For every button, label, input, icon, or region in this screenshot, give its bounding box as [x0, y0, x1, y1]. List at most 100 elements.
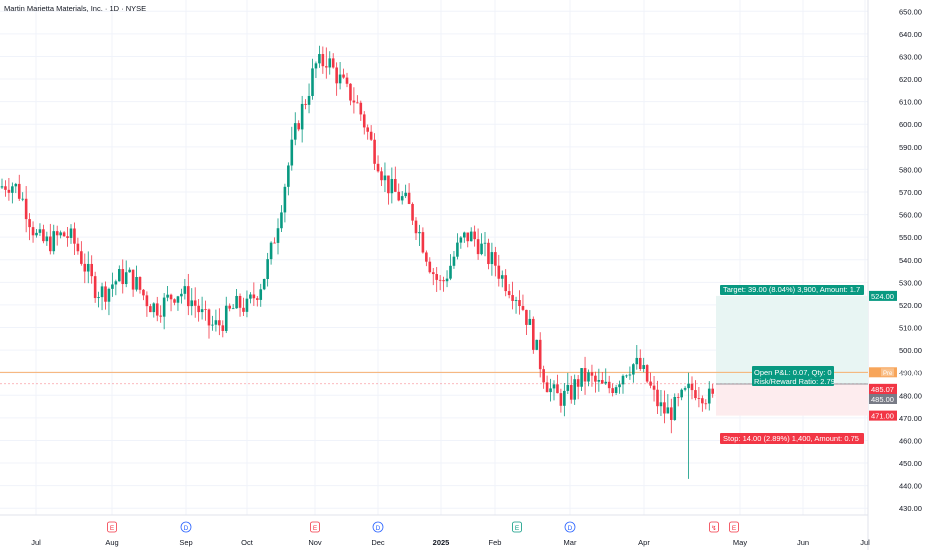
candle-body[interactable]	[456, 242, 459, 257]
candle-body[interactable]	[218, 320, 221, 326]
candle-body[interactable]	[625, 375, 628, 377]
candle-body[interactable]	[449, 265, 452, 279]
candle-body[interactable]	[583, 368, 587, 382]
candle-body[interactable]	[7, 189, 11, 193]
candle-body[interactable]	[559, 393, 563, 406]
candle-body[interactable]	[24, 198, 28, 220]
candle-body[interactable]	[62, 232, 66, 237]
candle-body[interactable]	[601, 380, 604, 384]
candle-body[interactable]	[421, 232, 425, 253]
candle-body[interactable]	[49, 236, 52, 252]
candle-body[interactable]	[618, 384, 621, 388]
candle-body[interactable]	[159, 315, 162, 317]
candle-body[interactable]	[397, 191, 401, 201]
candle-body[interactable]	[342, 74, 345, 78]
candle-body[interactable]	[538, 339, 542, 370]
earnings-marker[interactable]	[107, 521, 117, 533]
candle-body[interactable]	[476, 239, 480, 255]
candle-body[interactable]	[407, 192, 411, 204]
candle-body[interactable]	[242, 307, 245, 312]
candle-body[interactable]	[494, 252, 497, 266]
candle-body[interactable]	[42, 229, 45, 242]
candle-body[interactable]	[193, 300, 197, 306]
candle-body[interactable]	[594, 375, 597, 382]
candle-body[interactable]	[55, 231, 59, 236]
candle-body[interactable]	[518, 300, 521, 307]
candle-body[interactable]	[659, 402, 663, 407]
candle-body[interactable]	[69, 228, 73, 238]
candle-body[interactable]	[293, 123, 297, 140]
candle-body[interactable]	[552, 384, 556, 389]
candle-body[interactable]	[576, 379, 580, 387]
candle-body[interactable]	[76, 243, 80, 252]
candle-body[interactable]	[228, 305, 231, 309]
candle-body[interactable]	[283, 186, 287, 213]
candle-body[interactable]	[473, 231, 476, 240]
candle-body[interactable]	[383, 175, 387, 181]
candle-body[interactable]	[338, 74, 342, 84]
candle-body[interactable]	[390, 178, 394, 194]
candle-body[interactable]	[642, 365, 645, 369]
candle-body[interactable]	[318, 54, 321, 64]
candle-body[interactable]	[162, 297, 166, 317]
candle-body[interactable]	[335, 67, 338, 84]
candle-body[interactable]	[328, 58, 332, 68]
candle-body[interactable]	[287, 165, 290, 187]
candle-body[interactable]	[38, 229, 42, 233]
candle-body[interactable]	[118, 269, 121, 282]
candle-body[interactable]	[673, 396, 677, 420]
candle-body[interactable]	[511, 295, 514, 301]
candle-body[interactable]	[418, 232, 421, 234]
candle-body[interactable]	[104, 286, 107, 302]
candle-body[interactable]	[14, 183, 18, 187]
candle-body[interactable]	[176, 296, 180, 303]
candle-body[interactable]	[507, 291, 511, 296]
candle-body[interactable]	[573, 379, 576, 400]
candle-body[interactable]	[107, 288, 111, 302]
candle-body[interactable]	[452, 256, 456, 266]
candle-body[interactable]	[483, 242, 487, 244]
candle-body[interactable]	[197, 305, 200, 313]
candle-body[interactable]	[28, 219, 31, 228]
candle-body[interactable]	[463, 232, 466, 238]
candle-body[interactable]	[645, 365, 649, 382]
earnings-marker[interactable]	[512, 521, 522, 533]
candle-body[interactable]	[352, 100, 356, 103]
candle-body[interactable]	[514, 300, 518, 301]
candle-body[interactable]	[697, 398, 701, 399]
candle-body[interactable]	[656, 389, 659, 407]
candle-body[interactable]	[249, 294, 252, 299]
candle-body[interactable]	[611, 388, 614, 393]
candle-body[interactable]	[549, 388, 552, 393]
earnings-marker[interactable]	[709, 521, 719, 533]
candle-body[interactable]	[466, 232, 470, 242]
candle-body[interactable]	[142, 289, 145, 296]
candle-body[interactable]	[86, 263, 90, 272]
candle-body[interactable]	[604, 381, 608, 384]
candle-body[interactable]	[459, 237, 463, 243]
candle-body[interactable]	[45, 236, 49, 242]
candle-body[interactable]	[545, 382, 549, 393]
candle-body[interactable]	[411, 203, 414, 221]
candle-body[interactable]	[149, 306, 152, 313]
candle-body[interactable]	[652, 385, 656, 390]
candle-body[interactable]	[35, 232, 38, 236]
candle-body[interactable]	[31, 227, 35, 236]
candle-body[interactable]	[556, 384, 559, 394]
candle-body[interactable]	[628, 374, 632, 376]
candle-body[interactable]	[521, 306, 525, 310]
candle-body[interactable]	[183, 286, 187, 294]
candle-body[interactable]	[425, 252, 428, 262]
candle-body[interactable]	[138, 277, 142, 290]
candle-body[interactable]	[490, 252, 494, 265]
candle-body[interactable]	[442, 280, 445, 282]
candle-body[interactable]	[131, 269, 135, 290]
candle-body[interactable]	[563, 390, 566, 406]
candle-body[interactable]	[356, 102, 359, 104]
candle-body[interactable]	[256, 298, 259, 300]
candle-body[interactable]	[663, 402, 666, 414]
candle-body[interactable]	[676, 396, 680, 398]
candle-body[interactable]	[380, 171, 383, 181]
candle-body[interactable]	[445, 278, 449, 282]
